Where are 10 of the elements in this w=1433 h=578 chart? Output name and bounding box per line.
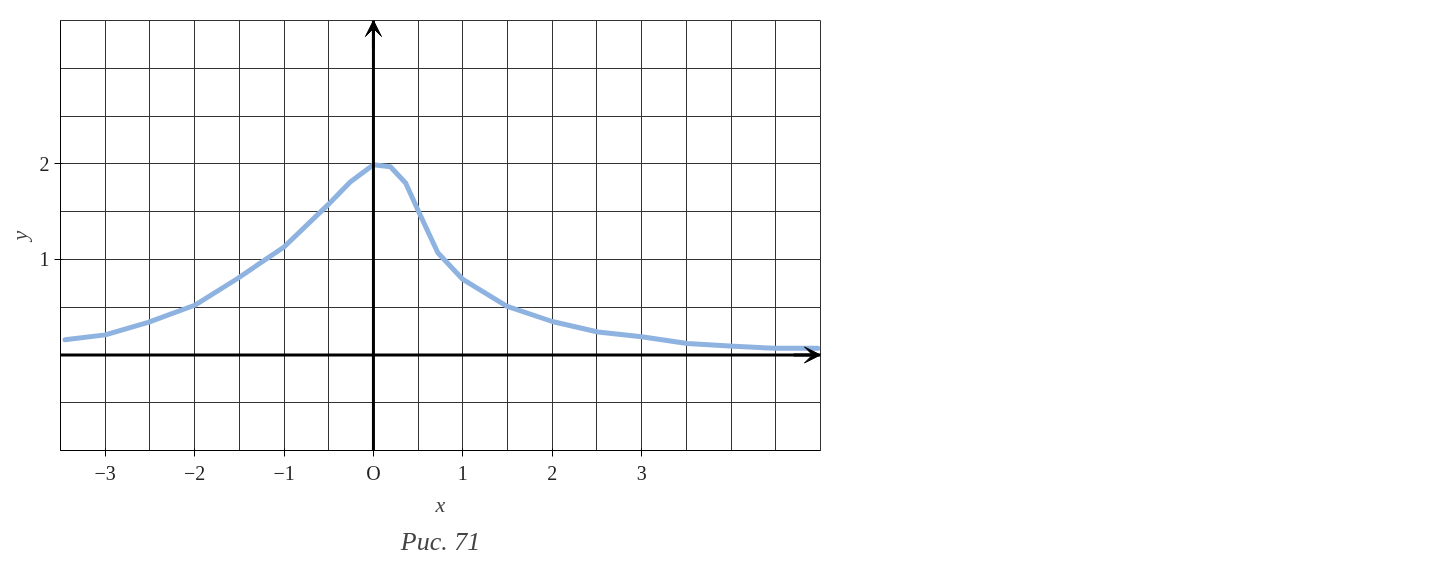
text: Рис. 71: [399, 526, 481, 556]
x-tick-label: −3: [94, 461, 116, 484]
y-axis-title: y: [6, 230, 32, 243]
x-tick-label: 3: [636, 461, 647, 484]
x-axis-title: x: [434, 491, 446, 517]
x-tick-label: −1: [273, 461, 295, 484]
x-tick-label: −2: [183, 461, 206, 484]
x-tick-label: 1: [457, 461, 468, 484]
x-tick-label: 2: [547, 461, 558, 484]
x-tick-label: O: [366, 461, 381, 484]
